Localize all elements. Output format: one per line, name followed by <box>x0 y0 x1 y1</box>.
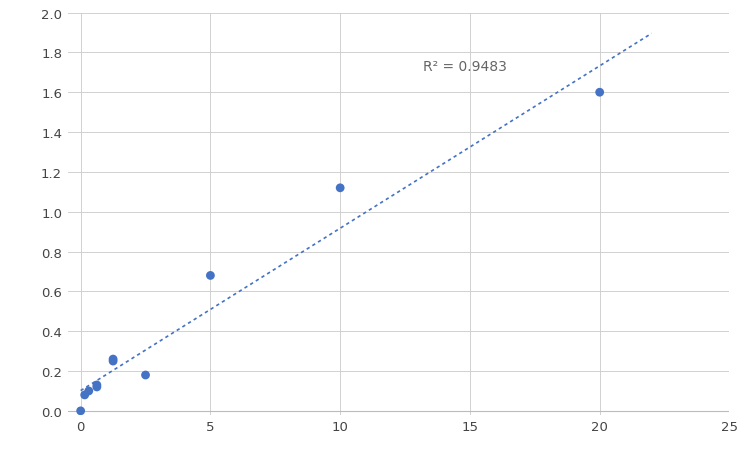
Point <box>334 185 346 192</box>
Text: R² = 0.9483: R² = 0.9483 <box>423 60 507 74</box>
Point <box>140 372 152 379</box>
Point <box>205 272 217 280</box>
Point <box>107 358 119 365</box>
Point <box>83 387 95 395</box>
Point <box>91 383 103 391</box>
Point <box>107 356 119 363</box>
Point <box>79 391 91 399</box>
Point <box>593 89 605 97</box>
Point <box>91 382 103 389</box>
Point <box>74 407 86 414</box>
